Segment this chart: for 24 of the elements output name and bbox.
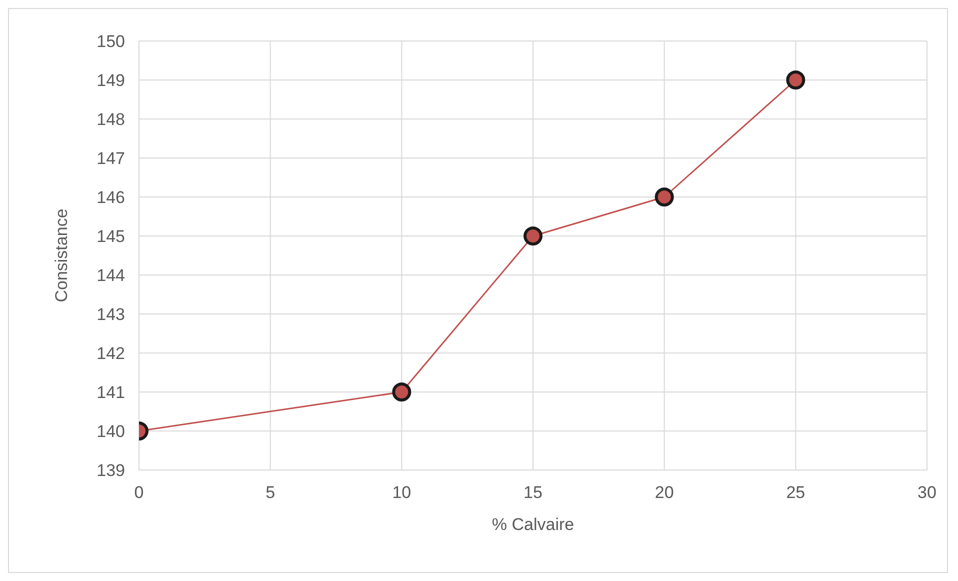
point bbox=[524, 226, 542, 246]
y-tick-label: 142 bbox=[96, 344, 125, 364]
x-tick-label: 10 bbox=[392, 483, 412, 502]
x-tick-label: 25 bbox=[786, 483, 806, 502]
y-tick-label: 145 bbox=[96, 227, 125, 246]
y-tick-label: 146 bbox=[96, 188, 125, 208]
y-tick-label: 147 bbox=[96, 149, 125, 168]
point bbox=[786, 70, 806, 90]
point bbox=[654, 188, 674, 206]
y-tick-label: 143 bbox=[96, 305, 125, 324]
y-tick-label: 150 bbox=[96, 32, 125, 52]
x-tick-label: 0 bbox=[134, 483, 144, 502]
x-tick-label: 5 bbox=[266, 483, 276, 502]
x-tick-label: 30 bbox=[918, 483, 936, 502]
y-axis-title: Consistance bbox=[52, 208, 72, 302]
x-tick-label: 15 bbox=[524, 483, 542, 502]
y-tick-label: 140 bbox=[96, 422, 125, 442]
x-tick-label: 20 bbox=[654, 483, 674, 502]
y-tick-label: 149 bbox=[96, 71, 125, 90]
y-tick-label: 139 bbox=[96, 461, 125, 480]
y-tick-label: 144 bbox=[96, 266, 125, 286]
x-axis-title: % Calvaire bbox=[492, 515, 574, 534]
y-tick-label: 141 bbox=[96, 383, 125, 402]
y-tick-label: 148 bbox=[96, 110, 125, 130]
